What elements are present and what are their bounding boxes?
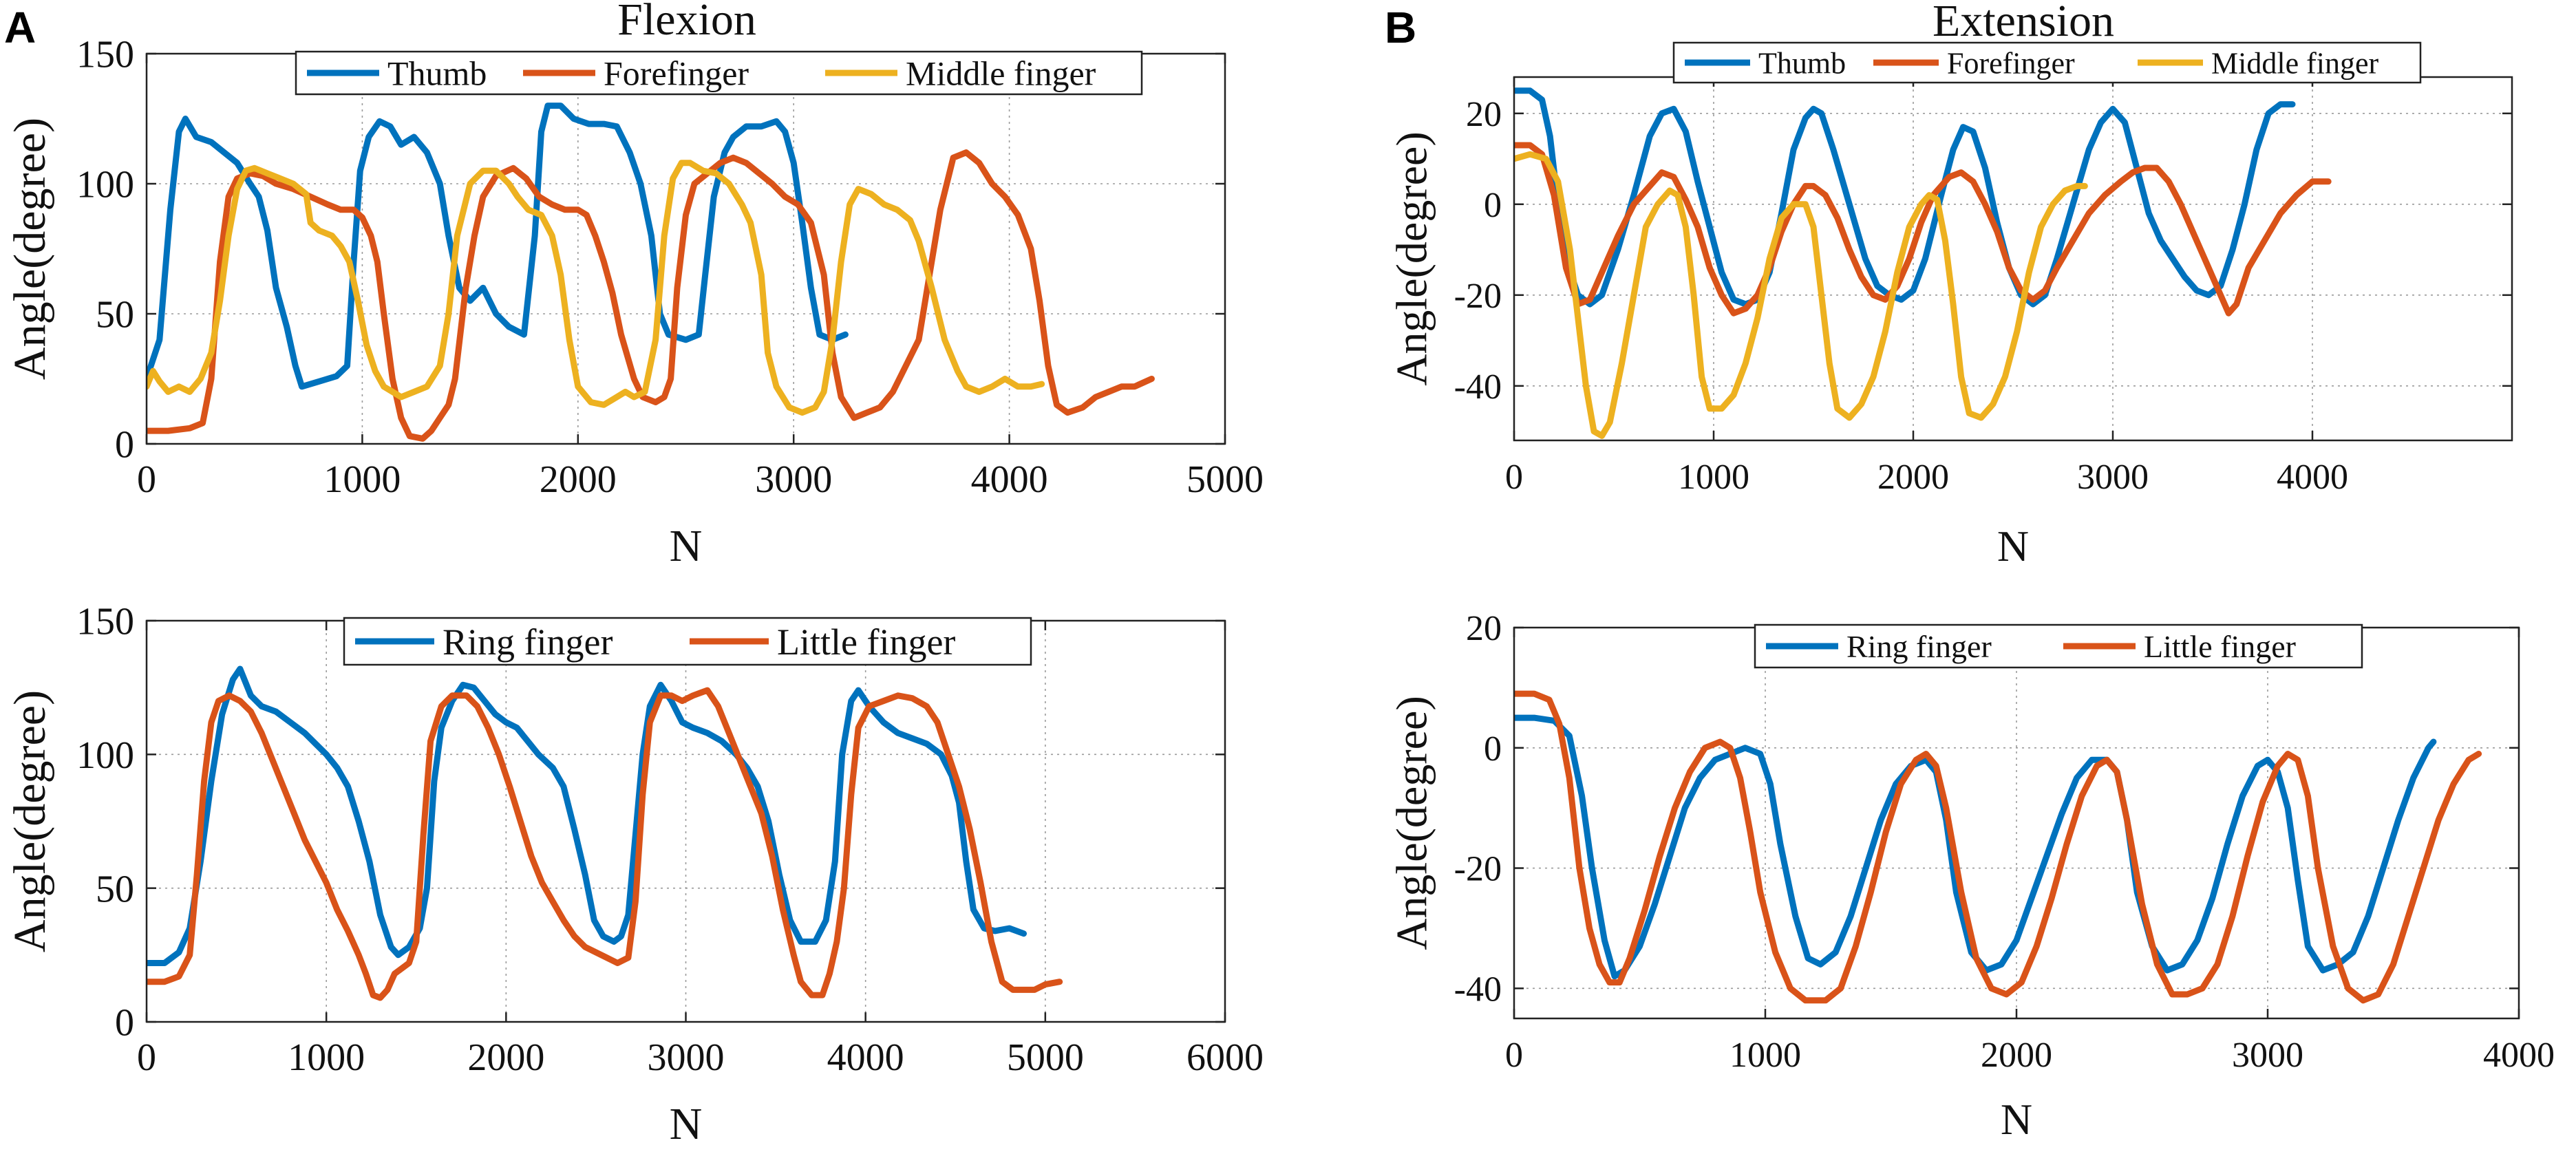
x-tick-label: 4000 (2483, 1036, 2555, 1075)
y-tick-label: -40 (1454, 367, 1502, 407)
x-axis-label: N (1997, 522, 2029, 570)
x-tick-label: 2000 (1877, 458, 1949, 497)
y-tick-label: 0 (1484, 729, 1502, 769)
legend: Ring finger Little finger (1754, 623, 2363, 669)
x-tick-label: 1000 (288, 1036, 365, 1079)
y-tick-label: -40 (1454, 970, 1502, 1009)
x-axis-label: N (2001, 1095, 2032, 1144)
legend-label: Ring finger (1846, 629, 1992, 664)
x-tick-label: 2000 (1981, 1036, 2052, 1075)
y-tick-label: 20 (1466, 609, 1502, 648)
x-tick-label: 0 (137, 458, 156, 501)
x-tick-label: 4000 (2277, 458, 2348, 497)
chart-extension-bottom: 0 1000 2000 3000 4000 -40 -20 0 20 N Angle(degree)… (1387, 609, 2555, 1144)
series-line-forefinger (147, 149, 1155, 442)
y-axis-label: Angle(degree) (5, 690, 55, 952)
legend-box (1754, 623, 2363, 669)
legend-label: Thumb (1758, 46, 1846, 80)
plots-container: 0 1000 2000 3000 4000 5000050100150NAngle(deg… (5, 34, 2555, 1149)
series-line-middle-finger (1514, 151, 2088, 439)
legend-label: Little finger (2144, 629, 2296, 664)
panel-title-flexion: Flexion (617, 0, 756, 45)
y-tick-label: 0 (115, 1002, 134, 1045)
series-line-thumb (147, 103, 849, 390)
y-tick-label: 150 (76, 34, 134, 76)
x-tick-label: 0 (1505, 458, 1523, 497)
x-tick-label: 4000 (827, 1036, 904, 1079)
y-tick-label: 0 (1484, 186, 1502, 225)
x-axis-label: N (670, 521, 703, 571)
series-line-thumb (1514, 87, 2296, 308)
y-tick-label: 100 (76, 164, 134, 206)
legend-box (343, 617, 1032, 666)
y-axis-label: Angle(degree) (1387, 696, 1436, 950)
x-tick-label: 0 (1505, 1036, 1523, 1075)
y-axis-label: Angle(degree) (1387, 131, 1436, 386)
y-tick-label: 0 (115, 424, 134, 467)
y-tick-label: 50 (96, 294, 134, 336)
y-tick-label: 50 (96, 868, 134, 910)
x-tick-label: 3000 (2232, 1036, 2303, 1075)
series-line-middle-finger (147, 160, 1045, 416)
series-line-ring-finger (147, 665, 1027, 966)
legend-label: Middle finger (906, 54, 1096, 93)
y-tick-label: 100 (76, 734, 134, 777)
chart-flexion-top: 0 1000 2000 3000 4000 5000 0 50 100 150 N Angle(deg… (5, 34, 1264, 571)
x-tick-label: 3000 (2077, 458, 2149, 497)
legend-box (1672, 41, 2422, 84)
x-tick-label: 3000 (755, 458, 832, 501)
x-tick-label: 2000 (540, 458, 617, 501)
legend-label: Little finger (777, 621, 955, 663)
legend: Thumb Forefinger Middle finger (1672, 41, 2422, 84)
x-tick-label: 3000 (648, 1036, 725, 1079)
legend: Thumb Forefinger Middle finger (295, 50, 1143, 96)
y-tick-label: 20 (1466, 95, 1502, 134)
legend-box (295, 50, 1143, 96)
series-line-little-finger (1514, 690, 2482, 1004)
panel-title-extension: Extension (1933, 0, 2114, 46)
chart-extension-top: 0 1000 2000 3000 4000 -40 -20 0 20 N Angle(degree)… (1387, 41, 2513, 570)
x-tick-label: 5000 (1007, 1036, 1084, 1079)
x-tick-label: 2000 (467, 1036, 544, 1079)
x-tick-label: 1000 (1678, 458, 1749, 497)
x-tick-label: 0 (137, 1036, 156, 1079)
x-tick-label: 1000 (1729, 1036, 1801, 1075)
legend-label: Middle finger (2211, 46, 2379, 80)
axes-box (1513, 626, 2520, 1020)
panel-letter-a: A (4, 3, 36, 52)
x-tick-label: 1000 (323, 458, 401, 501)
y-tick-label: -20 (1454, 277, 1502, 316)
legend-label: Ring finger (443, 621, 613, 663)
x-tick-label: 4000 (971, 458, 1048, 501)
x-tick-label: 6000 (1186, 1036, 1264, 1079)
series-line-forefinger (1514, 142, 2332, 317)
panel-letter-b: B (1385, 3, 1416, 52)
x-tick-label: 5000 (1186, 458, 1264, 501)
chart-flexion-bottom: 0 1000 2000 3000 4000 5000 6000 0 50 100 150 N Angle… (5, 601, 1264, 1149)
y-tick-label: 150 (76, 601, 134, 643)
legend: Ring finger Little finger (343, 617, 1032, 666)
x-axis-label: N (670, 1099, 703, 1149)
y-axis-label: Angle(degree) (5, 118, 55, 380)
y-tick-label: -20 (1454, 850, 1502, 889)
legend-label: Forefinger (1947, 46, 2075, 80)
legend-label: Thumb (387, 54, 487, 93)
legend-label: Forefinger (604, 54, 749, 93)
series-line-little-finger (147, 687, 1063, 1001)
